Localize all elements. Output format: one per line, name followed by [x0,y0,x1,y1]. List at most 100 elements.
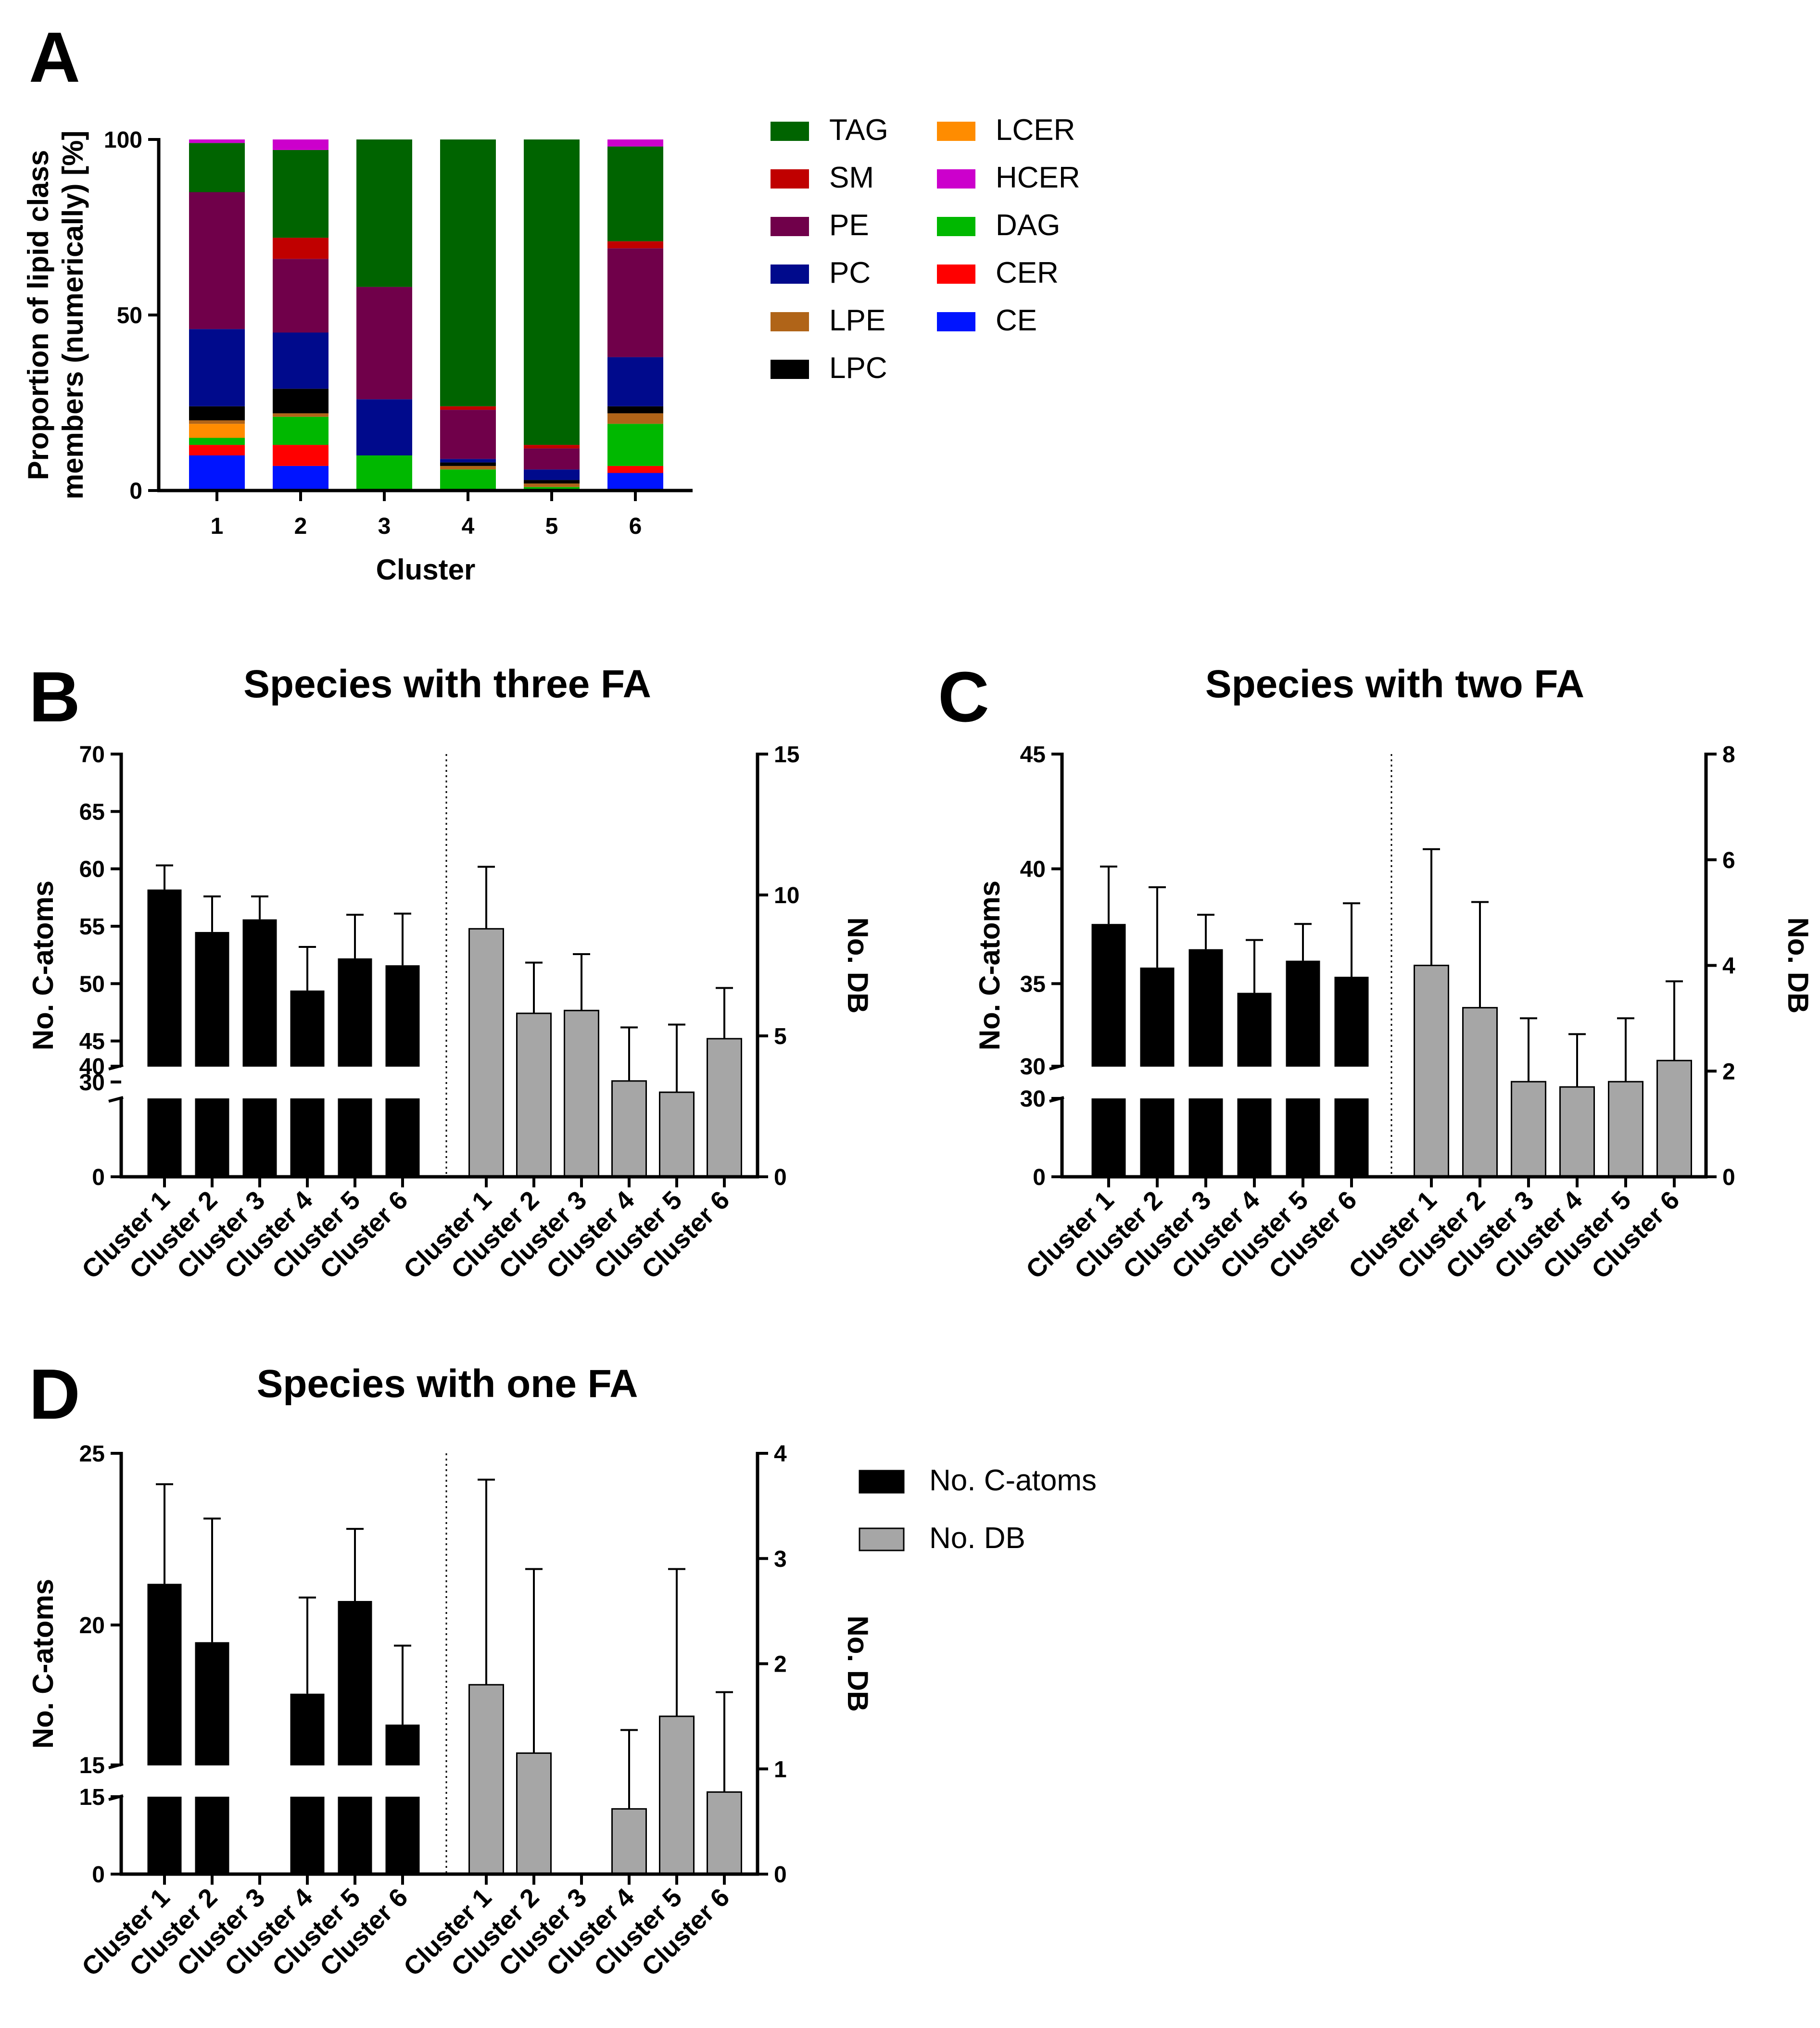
bar-tag-cluster-1 [189,143,245,192]
y-tick-label: 40 [1020,857,1046,882]
legend-swatch-lcer [937,122,975,141]
bar-lpc-cluster-6 [607,406,663,414]
y2-tick-label: 2 [1722,1059,1735,1084]
y-tick-label: 100 [104,127,142,153]
bar-db-cluster-4 [611,1080,647,1178]
bar-catoms-cluster-6 [385,1725,420,1765]
y2-axis-title: No. DB [842,1616,874,1712]
y-tick-label: 30 [79,1070,105,1096]
bar-db-cluster-3 [1511,1081,1546,1178]
bar-catoms-lower-cluster-5 [1286,1098,1320,1177]
bar-db-cluster-2 [516,1752,552,1875]
x-axis-title: Cluster [376,554,476,586]
legend-swatch-hcer [937,169,975,189]
bar-hcer-cluster-6 [607,139,663,147]
bar-db-cluster-4 [1559,1086,1595,1178]
bar-db-cluster-1 [468,1684,504,1875]
bar-dag-cluster-6 [607,424,663,466]
legend-label-lpe: LPE [829,304,885,337]
bar-catoms-cluster-4 [290,990,325,1067]
y-tick-label: 25 [79,1441,105,1467]
legend-swatch-tag [771,122,809,141]
panel-letter-d: D [29,1355,80,1434]
bar-hcer-cluster-2 [273,139,329,150]
bar-catoms-lower-cluster-5 [338,1098,372,1177]
y2-tick-label: 1 [774,1757,787,1782]
x-tick-label: 2 [294,514,307,539]
bar-db-cluster-4 [611,1808,647,1875]
panel-title: Species with two FA [1205,662,1584,706]
bar-sm-cluster-5 [524,445,580,449]
y2-tick-label: 8 [1722,742,1735,768]
panel-c: C Species with two FA3035404503002468Clus… [938,657,1814,1285]
y-axis-title-line: Proportion of lipid class [22,150,54,480]
bar-dag-cluster-5 [524,487,580,491]
bar-cer-cluster-2 [273,445,329,466]
legend-swatch-sm [771,169,809,189]
bar-catoms-cluster-2 [195,932,229,1067]
bar-catoms-lower-cluster-3 [1188,1098,1223,1177]
bar-db-cluster-1 [1414,965,1449,1178]
bar-ce-cluster-6 [607,473,663,491]
bar-db-cluster-2 [1462,1007,1498,1178]
bar-db-cluster-6 [707,1038,742,1178]
bar-catoms-lower-cluster-1 [147,1098,182,1177]
legend-label-pc: PC [829,256,871,290]
y2-tick-label: 5 [774,1024,787,1049]
legend-label-pe: PE [829,209,869,242]
y2-tick-label: 2 [774,1652,787,1677]
bar-catoms-cluster-3 [1188,949,1223,1067]
bar-catoms-cluster-3 [242,919,277,1067]
y-tick-label: 0 [92,1165,105,1190]
bar-db-cluster-6 [707,1791,742,1875]
bar-catoms-lower-cluster-2 [195,1098,229,1177]
x-tick-label: 6 [629,514,642,539]
panel-title: Species with one FA [257,1362,638,1406]
y-tick-label: 55 [79,914,105,940]
bar-db-cluster-5 [1608,1081,1643,1178]
x-tick-label: 1 [211,514,224,539]
legend-swatch-dag [937,217,975,236]
bar-catoms-cluster-2 [195,1642,229,1765]
bar-catoms-lower-cluster-6 [385,1098,420,1177]
bar-db-cluster-2 [516,1012,552,1178]
bar-pe-cluster-5 [524,448,580,470]
y2-tick-label: 3 [774,1547,787,1572]
legend-label-sm: SM [829,161,874,194]
y-axis-title: No. C-atoms [27,1579,59,1749]
bar-tag-cluster-3 [356,139,412,287]
bar-tag-cluster-5 [524,139,580,445]
panel-title: Species with three FA [243,662,651,706]
panel-a: A 1 2 3 4 5 6 0 50 100 Cluster Proportion of lipid … [22,18,693,586]
bar-pc-cluster-5 [524,469,580,480]
bar-dag-cluster-3 [356,455,412,491]
legend-label-ce: CE [996,304,1037,337]
bar-lpe-cluster-4 [440,466,496,470]
y-tick-label: 50 [79,971,105,997]
bar-lpe-cluster-5 [524,483,580,487]
bar-lcer-cluster-1 [189,424,245,438]
bar-ce-cluster-2 [273,466,329,491]
bar-db-cluster-3 [564,1009,599,1178]
legend-label-cer: CER [996,256,1059,290]
legend-swatch-ce [937,312,975,331]
bar-catoms-lower-cluster-1 [1091,1098,1126,1177]
y-axis-title: No. C-atoms [973,881,1006,1050]
legend-swatch-cer [937,265,975,284]
bar-catoms-cluster-1 [147,1584,182,1765]
bar-catoms-lower-cluster-6 [1334,1098,1369,1177]
legend-label-lpc: LPC [829,352,887,385]
y-tick-label: 35 [1020,971,1046,997]
bar-catoms-cluster-1 [1091,924,1126,1067]
bar-pc-cluster-4 [440,459,496,463]
bar-catoms-lower-cluster-4 [1237,1098,1272,1177]
y-tick-label: 0 [1033,1165,1046,1190]
bar-lpe-cluster-2 [273,413,329,417]
y-tick-label: 65 [79,799,105,825]
panel-d: D Species with one FA15202501501234Cluste… [27,1355,874,1982]
bar-catoms-cluster-5 [1286,960,1320,1067]
bar-pe-cluster-6 [607,248,663,357]
bar-lpe-cluster-1 [189,420,245,424]
y-tick-label: 70 [79,742,105,768]
bar-catoms-cluster-4 [1237,993,1272,1067]
